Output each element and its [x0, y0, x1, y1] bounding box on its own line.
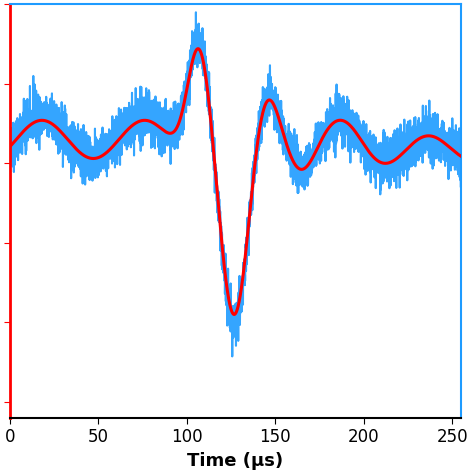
- X-axis label: Time (μs): Time (μs): [187, 452, 283, 470]
